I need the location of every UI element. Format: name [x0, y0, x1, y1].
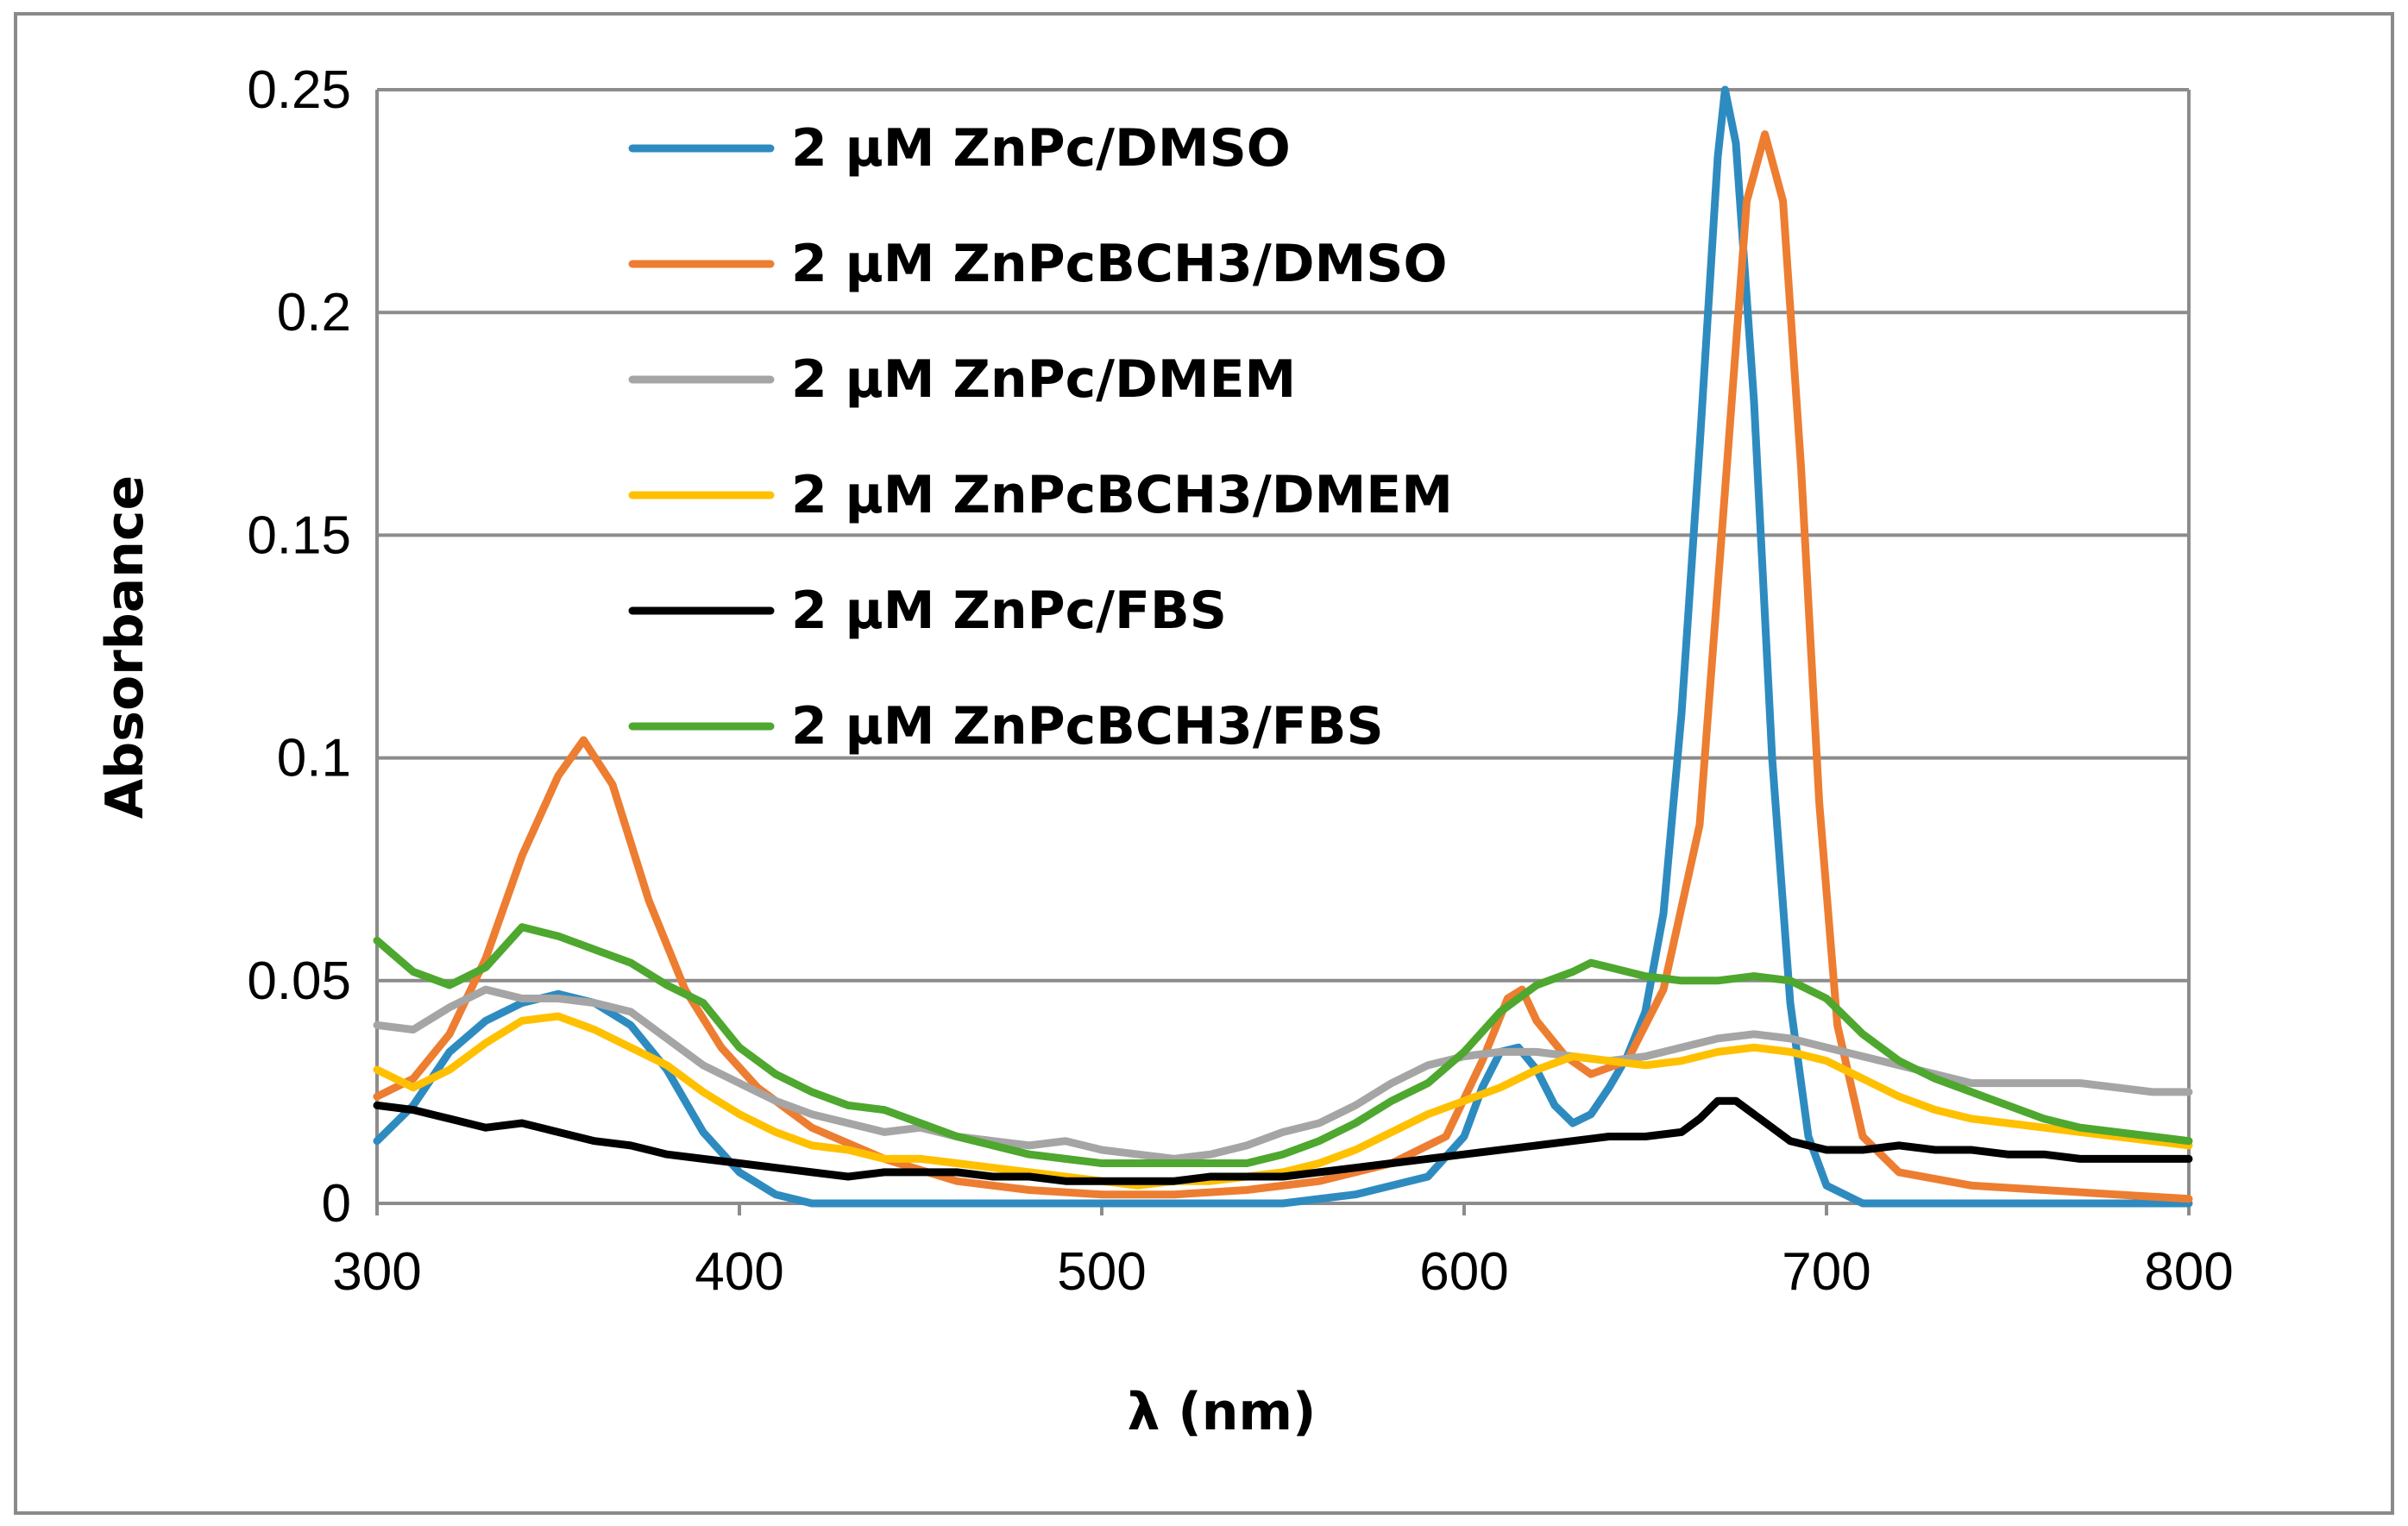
series-line-4 [373, 1012, 2193, 1190]
legend-label-5: 2 μM ZnPc/FBS [791, 581, 1227, 641]
legend: 2 μM ZnPc/DMSO 2 μM ZnPcBCH3/DMSO 2 μM ZnP… [628, 118, 1453, 757]
y-tick-label: 0.2 [277, 283, 351, 342]
y-tick-label: 0.25 [247, 60, 351, 120]
y-axis-title: Absorbance [95, 475, 155, 819]
y-tick-label: 0.05 [247, 951, 351, 1011]
tick-labels: 0 0.05 0.1 0.15 0.2 0.25 300 400 500 600 700 800 [247, 60, 2233, 1302]
series-lines [373, 85, 2193, 1208]
x-tick-label: 500 [1057, 1242, 1146, 1302]
series-line-6 [373, 923, 2193, 1167]
x-tick-label: 800 [2144, 1242, 2233, 1302]
x-tick-label: 400 [695, 1242, 783, 1302]
legend-label-6: 2 μM ZnPcBCH3/FBS [791, 696, 1384, 757]
x-axis-title: λ (nm) [1128, 1382, 1317, 1442]
y-tick-label: 0 [322, 1174, 351, 1234]
chart-border [14, 12, 2394, 1515]
y-tick-label: 0.15 [247, 506, 351, 565]
legend-label-3: 2 μM ZnPc/DMEM [791, 349, 1296, 410]
series-line-3 [373, 985, 2193, 1163]
legend-label-2: 2 μM ZnPcBCH3/DMSO [791, 234, 1448, 294]
legend-label-1: 2 μM ZnPc/DMSO [791, 118, 1291, 179]
legend-label-4: 2 μM ZnPcBCH3/DMEM [791, 465, 1453, 525]
x-tick-label: 700 [1782, 1242, 1870, 1302]
x-tick-label: 600 [1419, 1242, 1508, 1302]
series-line-5 [373, 1096, 2193, 1185]
x-tick-label: 300 [332, 1242, 421, 1302]
y-tick-label: 0.1 [277, 729, 351, 788]
